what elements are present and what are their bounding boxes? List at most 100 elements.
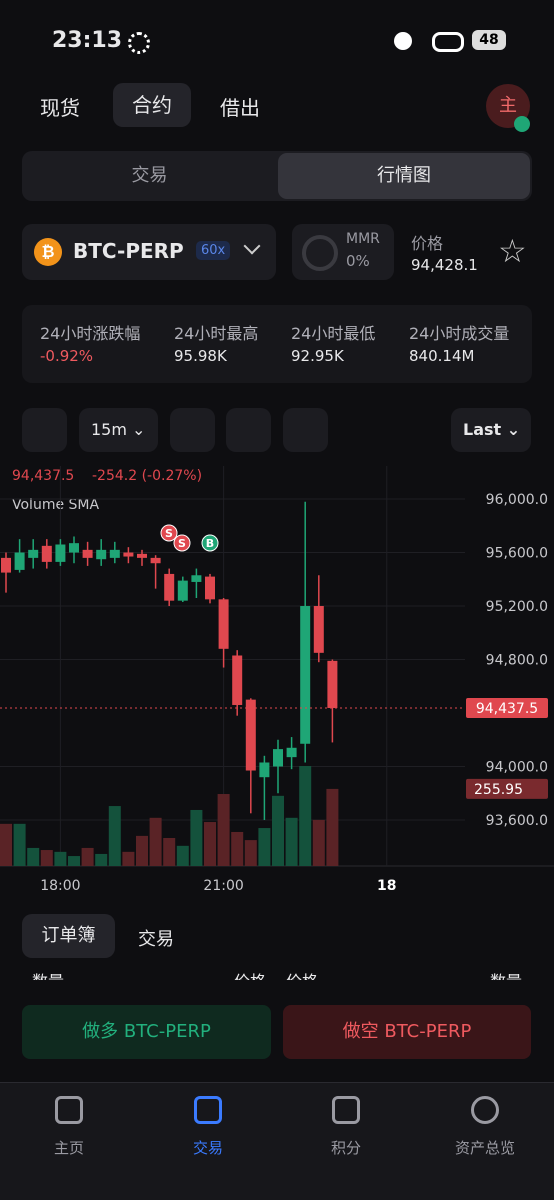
volume-bar — [244, 840, 257, 866]
mmr-label: MMR — [346, 231, 380, 247]
nav-label[interactable]: 主页 — [53, 1139, 84, 1157]
candle-body — [55, 544, 66, 562]
signal-icon — [394, 32, 436, 48]
candle-body — [1, 557, 11, 573]
column: 价格 — [234, 968, 266, 980]
volume-bar — [149, 817, 162, 866]
nav-icon[interactable] — [332, 1096, 360, 1124]
market-symbol: BTC-PERP — [73, 239, 184, 263]
candle-body — [164, 573, 175, 601]
candle-body — [150, 557, 161, 564]
tab-active[interactable]: 合约 — [113, 83, 191, 127]
volume-bar — [122, 851, 135, 866]
segment[interactable]: 交易 — [131, 165, 168, 186]
orderbook-tab-active[interactable]: 订单簿 — [22, 914, 115, 958]
y-tick-label: 95,600.0 — [486, 546, 548, 562]
candle-body — [205, 576, 215, 600]
y-tick-label: 93,600.0 — [486, 813, 548, 829]
candle-body — [259, 762, 270, 778]
nav-icon[interactable] — [471, 1096, 499, 1124]
avatar-badge — [514, 116, 530, 132]
stat-value: 92.95K — [291, 347, 344, 365]
volume-bar — [163, 837, 176, 866]
stat-label: 24小时最高 — [174, 324, 259, 343]
nav-label[interactable]: 资产总览 — [454, 1139, 515, 1157]
trade-marker — [201, 534, 219, 552]
indicator-button[interactable] — [170, 408, 215, 452]
interval: 15m — [91, 420, 127, 439]
battery: 48 — [472, 30, 506, 50]
candle-body — [69, 543, 79, 553]
stats-card — [22, 305, 532, 383]
volume-bar — [108, 806, 121, 866]
volume-bar — [204, 822, 216, 866]
candle-body — [28, 549, 39, 558]
tab[interactable]: 借出 — [220, 96, 260, 120]
trade-marker — [173, 534, 191, 552]
candle-body — [123, 552, 134, 557]
long-button[interactable]: 做多 BTC-PERP — [22, 1005, 271, 1059]
trade-marker-label: S — [178, 537, 186, 550]
volume-bar — [312, 819, 325, 866]
volume-bar — [13, 823, 26, 866]
segment-active[interactable]: 行情图 — [278, 153, 530, 199]
candle-body — [232, 655, 243, 705]
candle-body — [273, 749, 283, 767]
volume-bar — [54, 851, 67, 866]
nav-icon[interactable] — [55, 1096, 83, 1124]
chart-last-price: 94,437.5 — [12, 468, 74, 484]
orderbook-header: 数量 价格 价格 数量 — [0, 968, 554, 980]
indicator-label: Volume SMA — [12, 497, 99, 513]
y-tick-label: 95,200.0 — [486, 599, 548, 615]
visibility-button[interactable] — [283, 408, 328, 452]
stat-label: 24小时涨跌幅 — [40, 324, 141, 343]
candle-body — [82, 549, 93, 558]
candle-body — [313, 606, 324, 653]
x-tick-label: 18:00 — [40, 878, 80, 894]
column: 价格 — [286, 968, 318, 980]
fullscreen-button[interactable] — [22, 408, 67, 452]
orderbook-tab[interactable]: 交易 — [138, 929, 174, 950]
volume-bar — [217, 794, 230, 866]
candle-body — [96, 549, 107, 560]
x-tick-label: 21:00 — [203, 878, 243, 894]
candle-body — [300, 606, 311, 744]
trade-marker-label: B — [206, 537, 214, 550]
volume-bar — [136, 835, 148, 866]
candle-body — [177, 580, 188, 601]
y-tick-label: 96,000.0 — [486, 492, 548, 508]
stat-label: 24小时最低 — [291, 324, 376, 343]
volume-bar — [190, 809, 203, 866]
mmr-value: 0% — [346, 252, 370, 270]
volume-bar — [81, 847, 94, 866]
volume-bar — [231, 831, 244, 866]
volume-bar — [326, 788, 339, 866]
volume-tag — [466, 778, 548, 799]
stat-label: 24小时成交量 — [409, 324, 510, 343]
candle-body — [14, 552, 25, 570]
price-type-button[interactable]: Last ⌄ — [451, 408, 531, 452]
volume-bar — [299, 766, 312, 866]
price-label: 价格 — [411, 234, 444, 253]
short-button[interactable]: 做空 BTC-PERP — [283, 1005, 531, 1059]
candle-body — [327, 660, 338, 708]
nav-icon[interactable] — [194, 1096, 222, 1124]
nav-label[interactable]: 交易 — [192, 1139, 223, 1157]
drawing-button[interactable] — [226, 408, 271, 452]
favorite-star[interactable]: ☆ — [498, 232, 527, 270]
volume-bar — [40, 850, 53, 866]
candle-body — [41, 545, 52, 562]
price-chart: 94,437.5 -254.2 (-0.27%) Volume SMA 96,0… — [0, 466, 554, 894]
link-icon — [432, 32, 464, 52]
stat-value: 840.14M — [409, 347, 475, 365]
status-time: 23:13 — [52, 28, 123, 53]
nav-label[interactable]: 积分 — [330, 1139, 361, 1157]
interval-button[interactable]: 15m ⌄ — [79, 408, 158, 452]
avatar[interactable]: 主 — [486, 84, 530, 128]
market-selector[interactable] — [22, 224, 276, 280]
tab[interactable]: 现货 — [40, 96, 80, 120]
y-tick-label: 94,000.0 — [486, 760, 548, 776]
y-tick-label: 94,800.0 — [486, 653, 548, 669]
volume-bar — [258, 828, 271, 866]
